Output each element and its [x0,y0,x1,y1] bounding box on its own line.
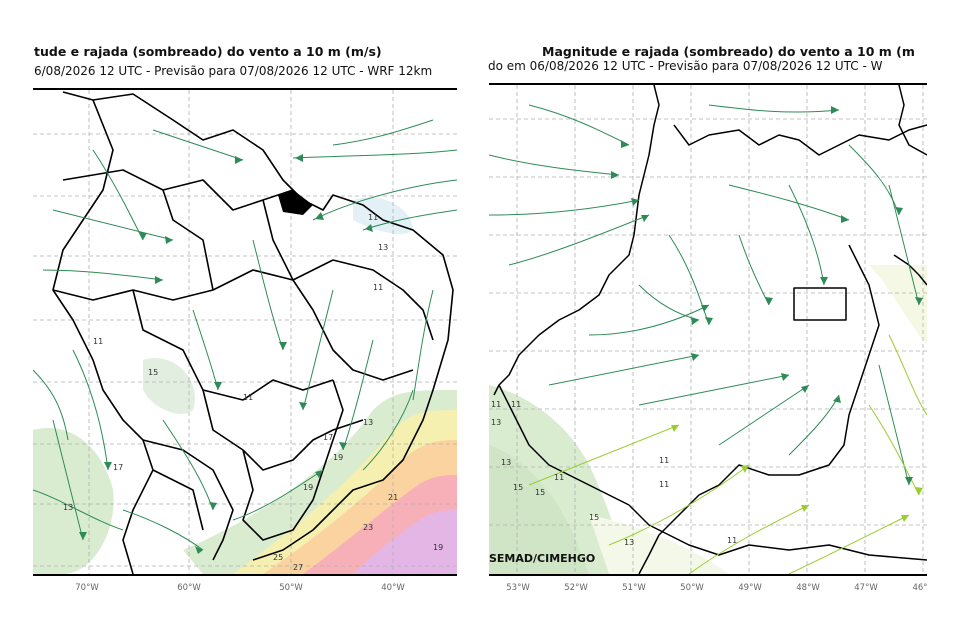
left-contour-label: 21 [388,493,398,502]
left-map-svg: 11 11 13 11 15 11 13 17 19 21 19 23 25 2… [33,90,457,574]
left-contour-label: 13 [378,243,388,252]
data-source-credit: SEMAD/CIMEHGO [489,552,596,565]
right-map-subtitle: do em 06/08/2026 12 UTC - Previsão para … [488,59,883,73]
left-map-panel: tude e rajada (sombreado) do vento a 10 … [0,0,470,640]
left-streamline-arrows [79,154,373,554]
right-streamline-arrows-light [671,425,923,522]
right-contour-label: 11 [511,400,521,409]
left-contour-label: 15 [148,368,158,377]
right-lon-tick: 53°W [506,583,530,593]
left-lon-tick: 70°W [75,583,99,593]
left-contour-label: 13 [363,418,373,427]
left-contour-label: 27 [293,563,303,572]
left-map-area: 11 11 13 11 15 11 13 17 19 21 19 23 25 2… [33,88,457,576]
left-contour-label: 19 [333,453,343,462]
right-map-panel: Magnitude e rajada (sombreado) do vento … [480,0,960,640]
right-contour-label: 11 [659,456,669,465]
right-contour-label: 11 [491,400,501,409]
right-political-borders [493,85,927,574]
right-lon-tick: 49°W [738,583,762,593]
left-contour-label: 23 [363,523,373,532]
right-contour-labels: 11 11 13 13 15 15 11 15 13 11 11 11 [491,400,737,547]
left-map-subtitle: 6/08/2026 12 UTC - Previsão para 07/08/2… [34,64,433,78]
right-map-svg: 11 11 13 13 15 15 11 15 13 11 11 11 [489,85,927,574]
left-contour-label: 19 [303,483,313,492]
left-contour-label: 11 [93,337,103,346]
right-map-title: Magnitude e rajada (sombreado) do vento … [542,44,915,59]
left-contour-label: 11 [373,283,383,292]
right-contour-label: 15 [513,483,523,492]
right-contour-label: 13 [624,538,634,547]
left-contour-label: 25 [273,553,283,562]
right-map-area: 11 11 13 13 15 15 11 15 13 11 11 11 SEMA… [489,83,927,576]
right-gust-shading [489,265,927,574]
left-amazon-delta [278,190,313,215]
right-contour-label: 11 [554,473,564,482]
left-lon-tick: 40°W [381,583,405,593]
right-streamlines-light [528,334,927,574]
left-contour-label: 19 [433,543,443,552]
right-lon-tick: 52°W [564,583,588,593]
right-contour-label: 11 [727,536,737,545]
right-contour-label: 13 [501,458,511,467]
right-contour-label: 15 [535,488,545,497]
left-contour-label: 13 [63,503,73,512]
right-lon-tick: 50°W [680,583,704,593]
right-lon-tick: 48°W [796,583,820,593]
left-streamlines [33,119,457,551]
right-lon-tick: 51°W [622,583,646,593]
left-map-title: tude e rajada (sombreado) do vento a 10 … [34,44,382,59]
left-lon-tick: 50°W [279,583,303,593]
left-contour-label: 11 [243,393,253,402]
left-contour-label: 17 [323,433,333,442]
right-contour-label: 11 [659,480,669,489]
left-contour-labels: 11 11 13 11 15 11 13 17 19 21 19 23 25 2… [63,213,443,572]
left-contour-label: 17 [113,463,123,472]
right-lon-tick: 46° [912,583,928,593]
right-graticule [489,85,927,574]
right-streamline-arrows [611,106,923,485]
right-contour-label: 13 [491,418,501,427]
right-contour-label: 15 [589,513,599,522]
left-lon-tick: 60°W [177,583,201,593]
left-contour-label: 11 [368,213,378,222]
right-lon-tick: 47°W [854,583,878,593]
